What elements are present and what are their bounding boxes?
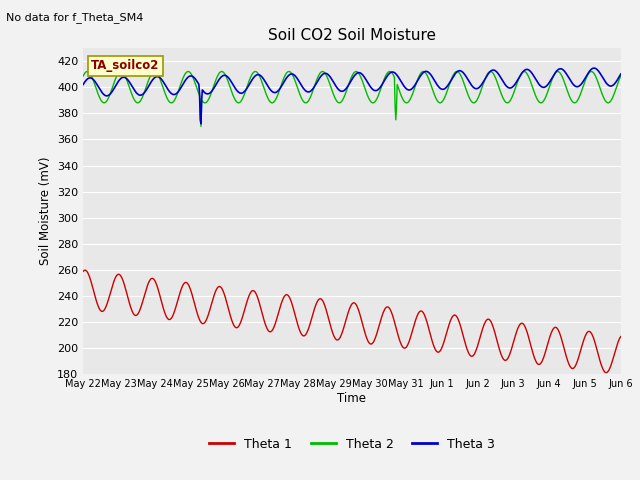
Theta 3 [143,87,150,93]
Theta 1 [617,334,625,339]
Theta 1 [242,303,250,309]
Y-axis label: Soil Moisture (mV): Soil Moisture (mV) [38,157,52,265]
Theta 2 [554,69,561,74]
Line: Theta 2: Theta 2 [83,72,621,126]
Theta 3 [590,65,598,71]
Theta 2 [197,123,205,129]
Theta 3 [242,87,250,93]
Legend: Theta 1, Theta 2, Theta 3: Theta 1, Theta 2, Theta 3 [204,433,500,456]
Theta 2 [617,73,625,79]
Theta 3 [197,121,205,127]
Line: Theta 1: Theta 1 [83,270,621,372]
Theta 1 [81,267,89,273]
Theta 3 [289,72,296,77]
Theta 1 [408,330,416,336]
Theta 2 [242,87,250,93]
Theta 2 [143,84,150,90]
Theta 3 [79,82,87,87]
Theta 2 [269,100,276,106]
Theta 1 [602,370,610,375]
Text: TA_soilco2: TA_soilco2 [92,59,159,72]
Theta 3 [269,89,276,95]
Theta 1 [79,268,87,274]
Theta 1 [289,303,296,309]
Line: Theta 3: Theta 3 [83,68,621,124]
Theta 2 [438,99,446,105]
X-axis label: Time: Time [337,392,367,405]
Theta 3 [617,71,625,77]
Theta 1 [438,344,446,350]
Theta 2 [79,73,87,79]
Theta 3 [408,86,416,92]
Text: No data for f_Theta_SM4: No data for f_Theta_SM4 [6,12,144,23]
Theta 3 [438,86,446,92]
Theta 2 [289,72,296,78]
Theta 1 [143,284,151,290]
Theta 1 [269,327,276,333]
Title: Soil CO2 Soil Moisture: Soil CO2 Soil Moisture [268,28,436,43]
Theta 2 [408,93,416,98]
